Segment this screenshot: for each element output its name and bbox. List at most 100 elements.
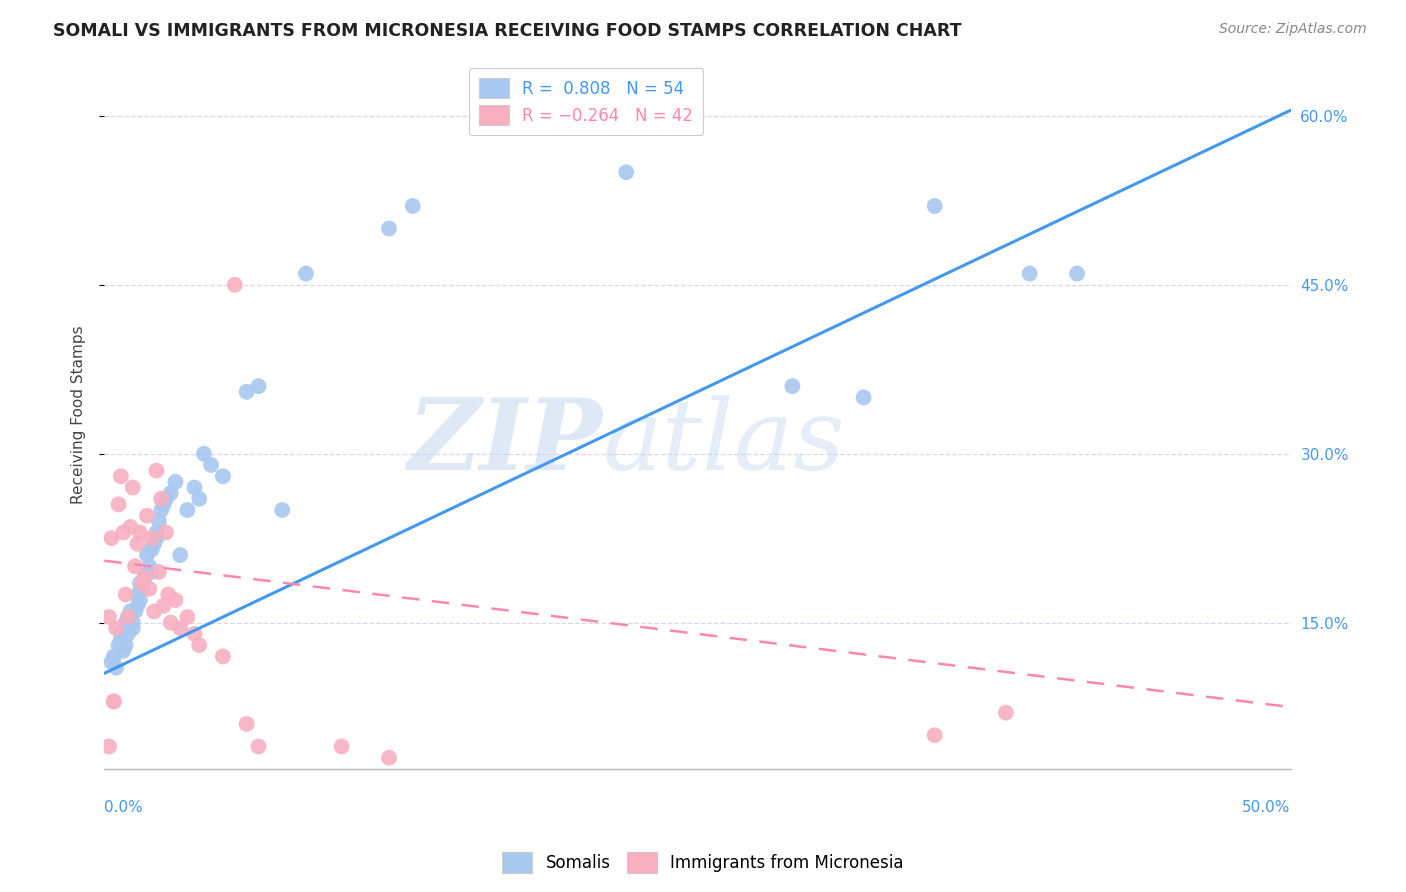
Point bbox=[128, 593, 150, 607]
Text: 0.0%: 0.0% bbox=[104, 799, 143, 814]
Text: 50.0%: 50.0% bbox=[1243, 799, 1291, 814]
Point bbox=[127, 599, 149, 613]
Point bbox=[110, 632, 132, 647]
Point bbox=[114, 638, 136, 652]
Point bbox=[131, 582, 153, 596]
Point bbox=[295, 267, 318, 281]
Point bbox=[183, 481, 205, 495]
Point bbox=[148, 514, 170, 528]
Point bbox=[107, 497, 129, 511]
Point bbox=[782, 379, 804, 393]
Point bbox=[224, 277, 246, 292]
Point bbox=[117, 610, 139, 624]
Y-axis label: Receiving Food Stamps: Receiving Food Stamps bbox=[72, 325, 86, 504]
Point bbox=[124, 559, 146, 574]
Point bbox=[212, 469, 235, 483]
Point bbox=[128, 525, 150, 540]
Point bbox=[98, 610, 121, 624]
Point bbox=[120, 604, 142, 618]
Point bbox=[138, 559, 160, 574]
Point bbox=[176, 503, 198, 517]
Point bbox=[994, 706, 1017, 720]
Point bbox=[128, 576, 150, 591]
Point bbox=[200, 458, 222, 472]
Point bbox=[155, 491, 177, 506]
Point bbox=[1018, 267, 1040, 281]
Point bbox=[157, 587, 180, 601]
Point bbox=[169, 621, 191, 635]
Point bbox=[120, 520, 142, 534]
Point bbox=[145, 464, 167, 478]
Point bbox=[136, 548, 159, 562]
Point bbox=[143, 537, 166, 551]
Text: Source: ZipAtlas.com: Source: ZipAtlas.com bbox=[1219, 22, 1367, 37]
Point bbox=[136, 565, 159, 579]
Point bbox=[155, 525, 177, 540]
Point bbox=[165, 475, 187, 489]
Point bbox=[141, 531, 163, 545]
Point bbox=[159, 486, 181, 500]
Point bbox=[114, 615, 136, 630]
Point bbox=[247, 379, 270, 393]
Point bbox=[134, 571, 156, 585]
Point bbox=[121, 481, 143, 495]
Point bbox=[103, 694, 125, 708]
Point bbox=[152, 497, 174, 511]
Point bbox=[212, 649, 235, 664]
Point bbox=[924, 199, 946, 213]
Point bbox=[330, 739, 353, 754]
Point bbox=[112, 644, 135, 658]
Point bbox=[117, 627, 139, 641]
Point bbox=[150, 503, 173, 517]
Point bbox=[402, 199, 425, 213]
Point bbox=[188, 638, 211, 652]
Point bbox=[114, 587, 136, 601]
Point bbox=[110, 469, 132, 483]
Point bbox=[127, 587, 149, 601]
Point bbox=[188, 491, 211, 506]
Point bbox=[148, 565, 170, 579]
Point bbox=[271, 503, 294, 517]
Point bbox=[145, 531, 167, 545]
Point bbox=[247, 739, 270, 754]
Point bbox=[121, 621, 143, 635]
Point bbox=[924, 728, 946, 742]
Text: atlas: atlas bbox=[603, 395, 845, 491]
Point bbox=[100, 531, 122, 545]
Point bbox=[105, 660, 128, 674]
Point bbox=[183, 627, 205, 641]
Point bbox=[165, 593, 187, 607]
Point bbox=[176, 610, 198, 624]
Point bbox=[614, 165, 637, 179]
Point bbox=[112, 525, 135, 540]
Point bbox=[141, 542, 163, 557]
Point bbox=[378, 221, 401, 235]
Point bbox=[124, 604, 146, 618]
Point bbox=[141, 565, 163, 579]
Point bbox=[134, 571, 156, 585]
Point bbox=[852, 391, 875, 405]
Text: ZIP: ZIP bbox=[408, 394, 603, 491]
Legend: Somalis, Immigrants from Micronesia: Somalis, Immigrants from Micronesia bbox=[495, 846, 911, 880]
Point bbox=[1066, 267, 1088, 281]
Point bbox=[121, 615, 143, 630]
Point bbox=[145, 525, 167, 540]
Point bbox=[159, 615, 181, 630]
Point bbox=[138, 582, 160, 596]
Point bbox=[103, 694, 125, 708]
Point bbox=[235, 384, 257, 399]
Point bbox=[98, 739, 121, 754]
Point bbox=[378, 750, 401, 764]
Point bbox=[193, 447, 215, 461]
Point bbox=[143, 604, 166, 618]
Point bbox=[131, 576, 153, 591]
Point bbox=[235, 717, 257, 731]
Legend: R =  0.808   N = 54, R = −0.264   N = 42: R = 0.808 N = 54, R = −0.264 N = 42 bbox=[468, 68, 703, 136]
Point bbox=[105, 621, 128, 635]
Point bbox=[169, 548, 191, 562]
Point bbox=[110, 627, 132, 641]
Point bbox=[152, 599, 174, 613]
Point bbox=[107, 638, 129, 652]
Point bbox=[100, 655, 122, 669]
Point bbox=[150, 491, 173, 506]
